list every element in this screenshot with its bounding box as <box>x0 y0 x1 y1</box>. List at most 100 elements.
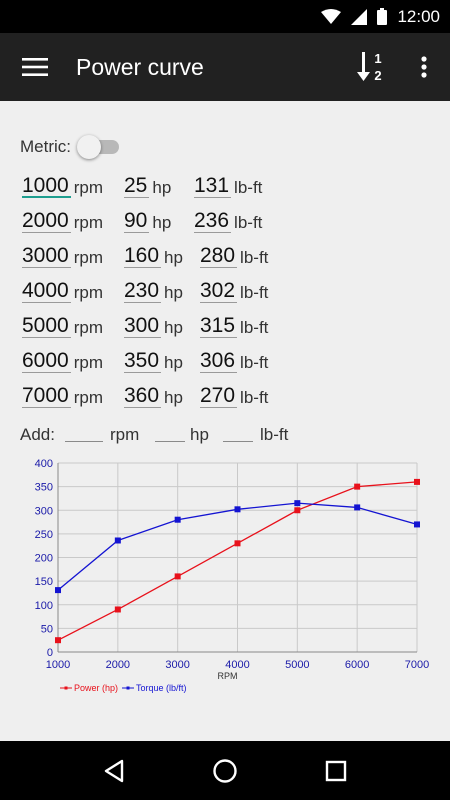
torque-unit: lb-ft <box>240 388 269 407</box>
add-hp-unit: hp <box>190 425 209 444</box>
torque-value: 280 <box>200 244 236 267</box>
legend-label: Torque (lb/ft) <box>136 683 187 693</box>
value-row: 5000 rpm 300 hp 315 lb-ft <box>22 309 442 344</box>
data-point <box>234 506 241 513</box>
rpm-value: 3000 <box>22 244 69 267</box>
data-point <box>114 537 121 544</box>
overflow-menu-button[interactable] <box>398 33 450 101</box>
hp-underline <box>124 302 162 303</box>
data-point <box>414 478 420 485</box>
data-point <box>354 483 361 490</box>
wifi-icon <box>321 8 342 24</box>
more-vertical-icon <box>421 56 427 78</box>
y-tick-label: 250 <box>35 529 53 541</box>
torque-unit: lb-ft <box>240 248 269 267</box>
hp-value: 230 <box>124 279 160 302</box>
torque-value: 236 <box>194 209 230 232</box>
recents-icon[interactable] <box>325 760 347 782</box>
torque-unit: lb-ft <box>240 353 269 372</box>
torque-unit: lb-ft <box>240 318 269 337</box>
metric-toggle-thumb <box>77 135 101 159</box>
menu-button[interactable] <box>0 33 70 101</box>
hp-value: 300 <box>124 314 160 337</box>
x-tick-label: 1000 <box>46 659 70 671</box>
add-rpm-unit: rpm <box>110 425 140 444</box>
navigation-bar <box>0 741 450 800</box>
torque-unit: lb-ft <box>240 283 269 302</box>
back-icon[interactable] <box>103 759 125 783</box>
hp-unit: hp <box>164 283 183 302</box>
torque-underline <box>200 407 238 408</box>
data-point <box>114 606 121 613</box>
content-area: Metric: 1000 rpm 25 hp 131 lb-ft 2000 rpm 90 hp 23… <box>0 101 450 741</box>
torque-underline <box>194 197 232 198</box>
add-rpm-input[interactable] <box>65 441 103 442</box>
torque-unit: lb-ft <box>234 213 263 232</box>
data-point <box>234 540 241 547</box>
y-tick-label: 400 <box>35 458 53 470</box>
add-torque-unit: lb-ft <box>260 425 289 444</box>
data-point <box>55 637 61 644</box>
x-tick-label: 7000 <box>405 659 429 671</box>
hp-underline <box>124 372 162 373</box>
svg-text:2: 2 <box>374 68 381 83</box>
power-curve-rows: 1000 rpm 25 hp 131 lb-ft 2000 rpm 90 hp 236 lb-ft 30… <box>22 169 442 414</box>
rpm-underline <box>22 302 71 303</box>
rpm-underline <box>22 232 71 233</box>
rpm-unit: rpm <box>73 353 103 372</box>
hp-underline <box>124 232 150 233</box>
rpm-underline <box>22 267 71 268</box>
metric-label: Metric: <box>20 137 71 156</box>
rpm-value: 5000 <box>22 314 69 337</box>
rpm-unit: rpm <box>73 178 103 197</box>
torque-underline <box>200 337 238 338</box>
rpm-unit: rpm <box>73 213 103 232</box>
metric-setting: Metric: <box>20 135 121 159</box>
y-tick-label: 350 <box>35 482 53 494</box>
hp-unit: hp <box>164 353 183 372</box>
legend-marker <box>126 686 130 690</box>
rpm-value: 6000 <box>22 349 69 372</box>
sort-button[interactable]: 1 2 <box>346 33 398 101</box>
home-icon[interactable] <box>212 758 238 784</box>
rpm-value: 1000 <box>22 174 69 197</box>
hp-unit: hp <box>164 388 183 407</box>
add-torque-input[interactable] <box>223 441 253 442</box>
y-tick-label: 0 <box>47 647 53 659</box>
hp-underline <box>124 267 162 268</box>
cell-signal-icon <box>351 8 368 25</box>
x-tick-label: 3000 <box>165 659 189 671</box>
torque-underline <box>200 302 238 303</box>
hp-value: 360 <box>124 384 160 407</box>
svg-text:1: 1 <box>374 51 381 66</box>
data-point <box>294 507 301 514</box>
rpm-underline <box>22 337 71 338</box>
torque-unit: lb-ft <box>234 178 263 197</box>
y-tick-label: 50 <box>41 623 53 635</box>
page-title: Power curve <box>76 53 204 80</box>
rpm-unit: rpm <box>73 318 103 337</box>
rpm-underline <box>22 196 71 198</box>
hp-underline <box>124 197 150 198</box>
status-bar: 12:00 <box>0 0 450 33</box>
add-row: Add: rpm hp lb-ft <box>20 419 440 445</box>
x-tick-label: 2000 <box>106 659 130 671</box>
torque-underline <box>194 232 232 233</box>
rpm-value: 2000 <box>22 209 69 232</box>
legend-marker <box>64 686 68 690</box>
rpm-value: 4000 <box>22 279 69 302</box>
data-point <box>55 587 61 594</box>
add-hp-input[interactable] <box>155 441 185 442</box>
data-point <box>174 573 181 580</box>
status-time: 12:00 <box>397 6 440 26</box>
rpm-value: 7000 <box>22 384 69 407</box>
rpm-unit: rpm <box>73 248 103 267</box>
hp-unit: hp <box>164 318 183 337</box>
rpm-unit: rpm <box>73 283 103 302</box>
hp-underline <box>124 407 162 408</box>
x-tick-label: 5000 <box>285 659 309 671</box>
hp-underline <box>124 337 162 338</box>
data-point <box>354 504 361 511</box>
x-tick-label: 4000 <box>225 659 249 671</box>
metric-toggle[interactable] <box>77 135 121 159</box>
